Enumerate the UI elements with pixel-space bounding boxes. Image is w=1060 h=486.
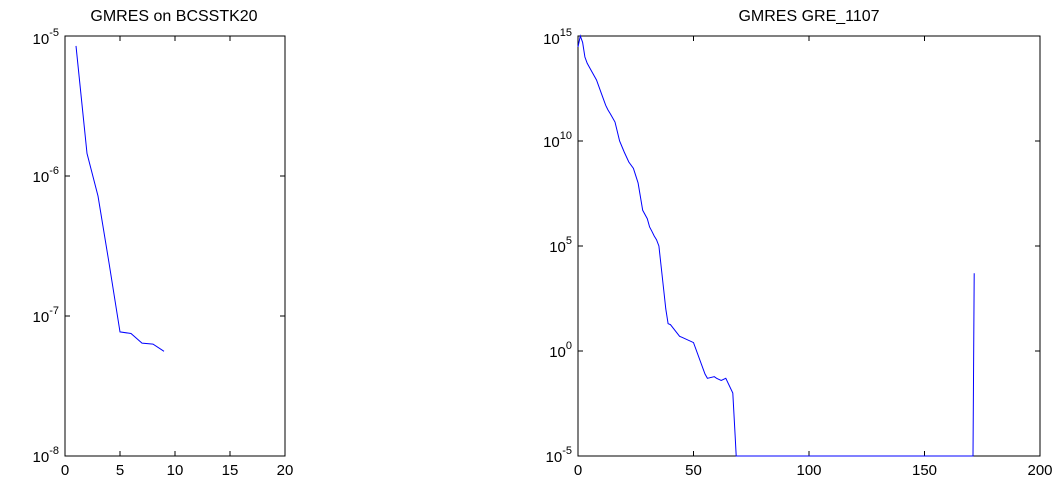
y-tick-base: 10 — [543, 134, 560, 151]
y-tick-exponent: 0 — [566, 340, 572, 352]
y-tick-base: 10 — [549, 239, 566, 256]
chart-title: GMRES GRE_1107 — [738, 8, 879, 25]
y-tick-label: 10-5 — [33, 27, 59, 48]
x-tick-label: 20 — [277, 462, 294, 479]
y-tick-exponent: -7 — [49, 305, 59, 317]
y-tick-exponent: -5 — [562, 445, 572, 457]
y-tick-base: 10 — [543, 31, 560, 48]
y-tick-exponent: 15 — [560, 27, 572, 39]
y-tick-label: 10-8 — [33, 445, 59, 466]
chart-title: GMRES on BCSSTK20 — [90, 8, 257, 25]
x-tick-label: 100 — [796, 462, 821, 479]
y-tick-exponent: 5 — [566, 235, 572, 247]
y-tick-base: 10 — [33, 31, 50, 48]
y-tick-base: 10 — [33, 449, 50, 466]
x-tick-label: 15 — [222, 462, 239, 479]
y-tick-base: 10 — [33, 169, 50, 186]
y-tick-label: 10-7 — [33, 305, 59, 326]
x-tick-label: 50 — [685, 462, 702, 479]
left-subplot: GMRES on BCSSTK20 0 5 10 15 2010-810-710-610… — [33, 8, 294, 479]
y-tick-label: 10-6 — [33, 165, 59, 186]
y-tick-label: 100 — [549, 340, 572, 361]
y-tick-base: 10 — [33, 309, 50, 326]
right-subplot: GMRES GRE_1107 0 50 100 150 20010-5100105101… — [543, 8, 1052, 479]
y-tick-label: 10-5 — [546, 445, 572, 466]
plot-frame — [577, 35, 1041, 457]
y-tick-exponent: 10 — [560, 130, 572, 142]
y-tick-exponent: -6 — [49, 165, 59, 177]
y-tick-label: 1015 — [543, 27, 572, 48]
y-tick-base: 10 — [549, 344, 566, 361]
y-tick-label: 105 — [549, 235, 572, 256]
x-tick-label: 0 — [61, 462, 69, 479]
series-line — [75, 45, 165, 352]
series-line — [577, 34, 975, 457]
y-tick-label: 1010 — [543, 130, 572, 151]
plot-frame — [64, 35, 286, 457]
x-tick-label: 10 — [167, 462, 184, 479]
y-tick-exponent: -8 — [49, 445, 59, 457]
y-tick-exponent: -5 — [49, 27, 59, 39]
x-tick-label: 5 — [116, 462, 124, 479]
x-tick-label: 200 — [1027, 462, 1052, 479]
y-tick-base: 10 — [546, 449, 563, 466]
x-tick-label: 150 — [912, 462, 937, 479]
x-tick-label: 0 — [574, 462, 582, 479]
